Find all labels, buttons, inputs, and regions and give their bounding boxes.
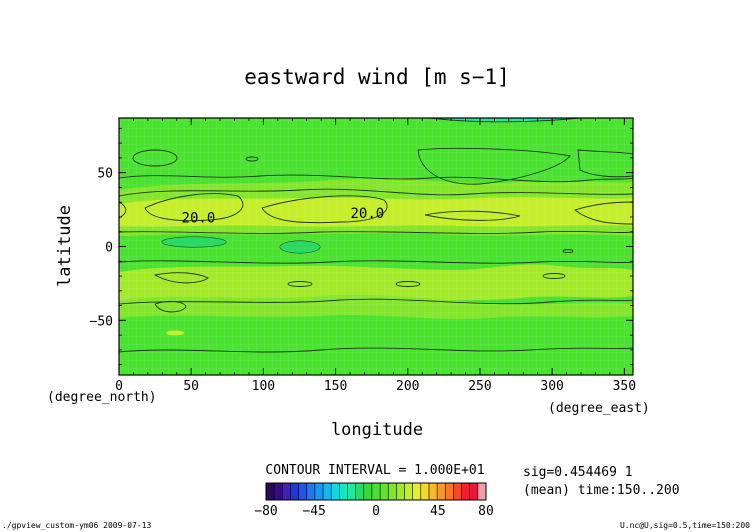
colorbar-swatch-10 (347, 483, 356, 500)
contour-label-0: 20.0 (182, 210, 216, 226)
colorbar (265, 482, 487, 501)
contour-closed-west-edge (119, 201, 127, 219)
colorbar-swatch-25 (469, 483, 479, 500)
contour-closed-north-3 (417, 147, 571, 185)
wind-patch-equator-1 (162, 237, 226, 247)
contour-closed-20-west (144, 193, 244, 222)
x-unit-label: (degree_east) (548, 401, 650, 416)
colorbar-swatch-3 (290, 483, 299, 500)
contour-line-equator-north (119, 230, 633, 234)
colorbar-swatch-20 (428, 483, 438, 500)
colorbar-swatch-7 (323, 483, 332, 500)
contour-closed-south-1 (153, 272, 209, 284)
colorbar-swatch-11 (355, 483, 365, 500)
colorbar-swatch-26 (477, 483, 487, 500)
colorbar-tick-label-0: −80 (254, 504, 277, 519)
colorbar-swatch-21 (437, 483, 446, 500)
x-tick-label-4: 200 (396, 379, 419, 394)
colorbar-swatch-23 (453, 483, 462, 500)
x-axis: 0 50 100 150 200 250 300 350 (115, 118, 636, 394)
contour-closed-north-4 (577, 149, 633, 178)
contour-closed-south-4 (542, 273, 566, 279)
colorbar-swatch-0 (266, 483, 275, 500)
wind-patch-equator-2 (280, 241, 320, 253)
y-axis: −50 0 50 (90, 127, 633, 366)
chart-title: eastward wind [m s−1] (244, 65, 510, 89)
x-tick-label-1: 50 (183, 379, 199, 394)
contour-closed-20-far-east (574, 201, 633, 225)
colorbar-frame (265, 482, 487, 501)
contour-closed-south-5 (154, 300, 187, 313)
y-tick-label-2: 50 (97, 167, 113, 182)
info-sigma: sig=0.454469 1 (523, 465, 633, 480)
contour-closed-north-1 (132, 149, 178, 167)
info-time: (mean) time:150..200 (523, 483, 680, 498)
colorbar-swatch-9 (339, 483, 348, 500)
y-axis-title: latitude (55, 205, 75, 287)
x-tick-label-7: 350 (613, 379, 636, 394)
contour-line-equator-south (119, 260, 633, 264)
colorbar-swatch-14 (380, 483, 389, 500)
colorbar-swatch-16 (396, 483, 405, 500)
contour-closed-20-center (261, 195, 388, 224)
plot-area: 20.0 20.0 (119, 118, 633, 375)
x-axis-title: longitude (331, 420, 423, 440)
contour-closed-north-2 (245, 156, 259, 162)
colorbar-swatch-6 (314, 483, 324, 500)
x-tick-label-2: 100 (252, 379, 275, 394)
x-tick-label-3: 150 (324, 379, 347, 394)
colorbar-swatch-4 (298, 483, 308, 500)
contour-closed-south-3 (395, 281, 421, 287)
x-tick-label-5: 250 (468, 379, 491, 394)
x-tick-label-6: 300 (540, 379, 563, 394)
colorbar-tick-label-1: −45 (302, 504, 325, 519)
colorbar-swatch-12 (363, 483, 373, 500)
contour-closed-south-2 (287, 281, 313, 287)
contour-line-north-jet-edge (119, 188, 633, 197)
y-tick-label-0: −50 (90, 314, 113, 329)
contour-closed-20-east (424, 210, 521, 221)
footer-left: ./gpview_custom-ym06 2009-07-13 (2, 521, 151, 530)
colorbar-swatch-22 (445, 483, 454, 500)
contour-line-south-boundary (119, 347, 633, 353)
y-unit-label: (degree_north) (47, 390, 157, 405)
contour-line-southern-jet (119, 298, 633, 305)
contour-closed-equator-3 (562, 249, 574, 253)
x-tick-label-0: 0 (115, 379, 123, 394)
contour-labels: 20.0 20.0 (182, 206, 385, 226)
colorbar-swatch-13 (371, 483, 381, 500)
colorbar-swatch-1 (274, 483, 283, 500)
colorbar-swatch-18 (412, 483, 422, 500)
contour-line-north-boundary (119, 174, 633, 183)
colorbar-swatch-24 (461, 483, 471, 500)
colorbar-swatch-17 (404, 483, 413, 500)
colorbar-swatch-19 (420, 483, 430, 500)
colorbar-ticks: −80 −45 0 45 80 (254, 504, 494, 519)
colorbar-tick-label-3: 45 (430, 504, 446, 519)
colorbar-swatch-8 (331, 483, 340, 500)
colorbar-swatch-2 (282, 483, 291, 500)
y-tick-label-1: 0 (105, 241, 113, 256)
footer-right: U.nc@U,sig=0.5,time=150:200 (620, 521, 750, 530)
colorbar-tick-label-2: 0 (372, 504, 380, 519)
colorbar-swatch-5 (306, 483, 316, 500)
colorbar-swatch-15 (388, 483, 397, 500)
contour-label-1: 20.0 (350, 206, 384, 222)
wind-patch-south (166, 330, 184, 336)
colorbar-tick-label-4: 80 (478, 504, 494, 519)
contour-interval-text: CONTOUR INTERVAL = 1.000E+01 (265, 463, 484, 478)
